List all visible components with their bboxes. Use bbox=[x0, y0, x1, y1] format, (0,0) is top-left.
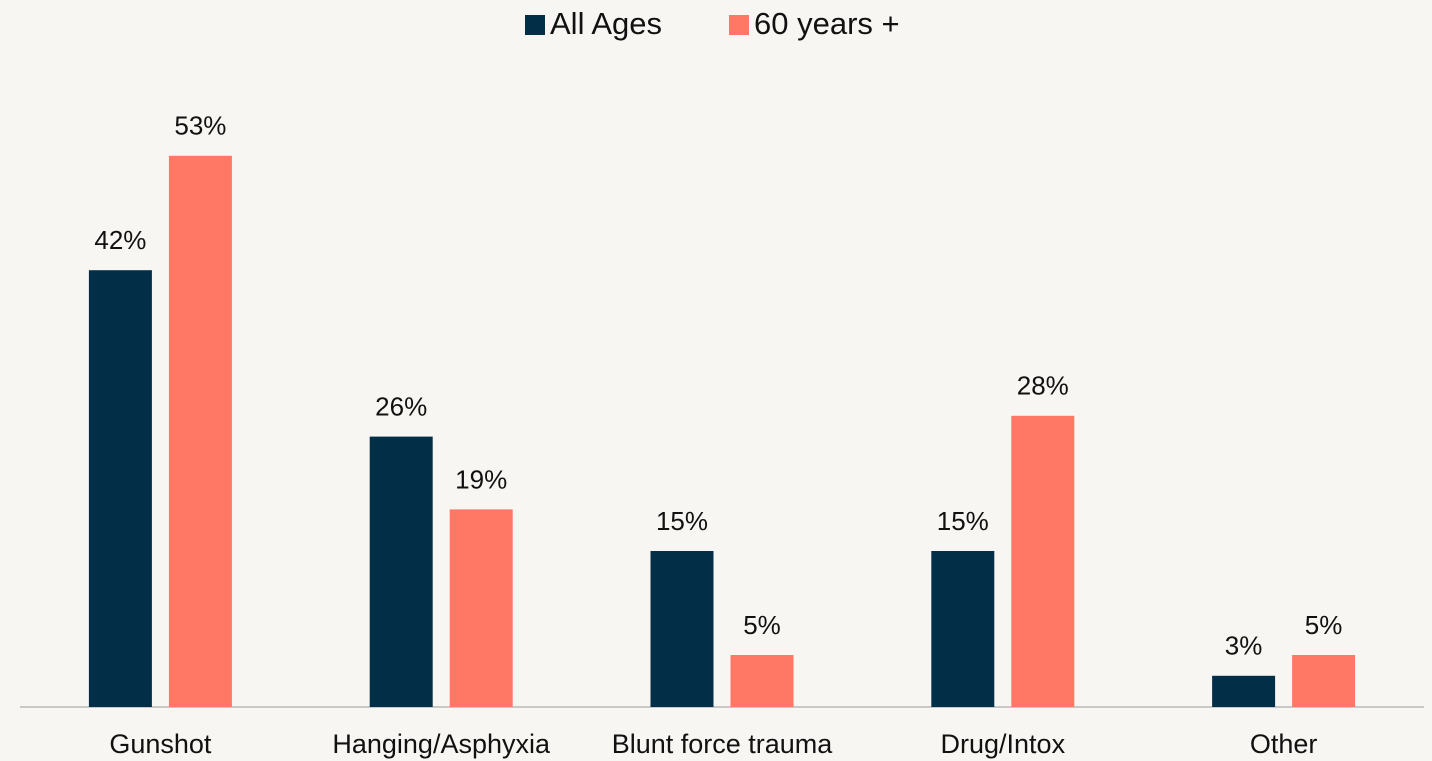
bar bbox=[1292, 655, 1356, 707]
data-label: 15% bbox=[937, 506, 989, 536]
bar bbox=[1212, 675, 1276, 707]
x-tick-label: Hanging/Asphyxia bbox=[332, 729, 551, 759]
data-label: 5% bbox=[1305, 610, 1343, 640]
data-label: 5% bbox=[743, 610, 781, 640]
bar bbox=[88, 270, 152, 707]
data-label: 15% bbox=[656, 506, 708, 536]
bar bbox=[650, 551, 714, 707]
legend-label: 60 years + bbox=[754, 6, 900, 41]
data-label: 26% bbox=[375, 391, 427, 421]
bar bbox=[1011, 415, 1075, 707]
data-label: 53% bbox=[174, 111, 226, 141]
legend-swatch bbox=[729, 15, 749, 35]
data-label: 3% bbox=[1225, 631, 1263, 661]
bar bbox=[730, 655, 794, 707]
data-label: 19% bbox=[455, 464, 507, 494]
x-tick-label: Drug/Intox bbox=[941, 729, 1066, 759]
data-label: 42% bbox=[94, 225, 146, 255]
bar bbox=[449, 509, 513, 707]
bar bbox=[168, 155, 232, 708]
bar bbox=[369, 436, 433, 707]
x-tick-label: Other bbox=[1250, 729, 1318, 759]
data-label: 28% bbox=[1017, 371, 1069, 401]
legend-swatch bbox=[525, 15, 545, 35]
legend-label: All Ages bbox=[550, 6, 662, 41]
x-tick-label: Blunt force trauma bbox=[612, 729, 834, 759]
x-tick-label: Gunshot bbox=[109, 729, 212, 759]
bar bbox=[931, 551, 995, 707]
